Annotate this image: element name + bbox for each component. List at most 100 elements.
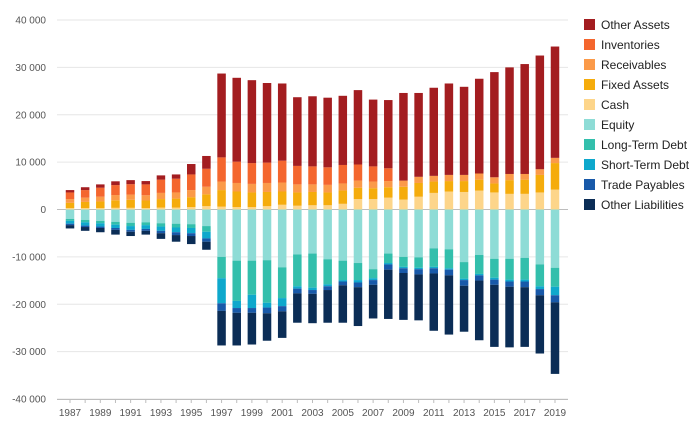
bar-other-assets — [429, 87, 438, 176]
bar-short-term-debt — [156, 226, 166, 231]
bar-other-assets — [80, 187, 90, 191]
bar-long-term-debt — [399, 256, 408, 267]
bar-receivables — [187, 190, 196, 198]
bar-fixed-assets — [187, 197, 196, 208]
bar-trade-payables — [429, 268, 438, 274]
bar-cash — [247, 207, 257, 210]
bar-trade-payables — [308, 290, 317, 294]
bar-other-liabilities — [247, 312, 257, 345]
y-tick-label: -20 000 — [12, 300, 46, 311]
bar-long-term-debt — [232, 260, 241, 301]
bar-cash — [490, 192, 499, 210]
bar-receivables — [399, 180, 408, 187]
bar-short-term-debt — [429, 266, 438, 269]
bar-fixed-assets — [293, 192, 302, 206]
bar-trade-payables — [368, 280, 378, 285]
x-tick-label: 1991 — [120, 408, 143, 419]
x-tick-label: 1987 — [59, 408, 82, 419]
bar-other-assets — [368, 99, 378, 167]
bar-other-liabilities — [353, 287, 363, 327]
bar-other-liabilities — [277, 311, 287, 338]
bar-equity — [187, 209, 196, 225]
bar-long-term-debt — [353, 263, 363, 281]
bar-trade-payables — [550, 295, 560, 303]
bar-other-assets — [141, 181, 151, 185]
bar-trade-payables — [217, 303, 226, 311]
bar-cash — [293, 205, 302, 210]
bar-other-liabilities — [384, 269, 393, 319]
bar-inventories — [111, 185, 120, 196]
bar-equity — [65, 209, 75, 219]
bar-other-assets — [171, 174, 181, 179]
bar-short-term-debt — [368, 278, 378, 281]
bar-trade-payables — [156, 230, 166, 234]
bar-inventories — [126, 184, 135, 195]
bar-long-term-debt — [247, 260, 257, 295]
bar-cash — [384, 197, 393, 210]
bar-trade-payables — [459, 280, 469, 286]
bar-trade-payables — [96, 226, 105, 228]
bar-other-assets — [262, 83, 272, 163]
bar-other-assets — [444, 83, 454, 175]
bar-other-liabilities — [80, 227, 90, 231]
bar-trade-payables — [126, 229, 135, 232]
x-tick-label: 2005 — [332, 408, 355, 419]
bar-short-term-debt — [232, 300, 241, 309]
bar-trade-payables — [80, 225, 90, 228]
bar-other-assets — [111, 181, 120, 186]
x-tick-label: 2011 — [423, 408, 445, 419]
bar-fixed-assets — [308, 191, 317, 206]
bar-trade-payables — [111, 227, 120, 230]
bar-short-term-debt — [535, 286, 545, 290]
bar-other-liabilities — [459, 285, 469, 332]
bar-receivables — [217, 181, 226, 191]
bar-other-assets — [459, 86, 469, 175]
bar-cash — [80, 208, 90, 210]
bar-fixed-assets — [353, 187, 363, 200]
legend-swatch-fixed-assets — [584, 79, 595, 90]
bar-equity — [111, 209, 120, 222]
bar-receivables — [65, 199, 75, 203]
bar-long-term-debt — [444, 249, 454, 269]
bar-long-term-debt — [505, 258, 514, 280]
legend-label-fixed-assets: Fixed Assets — [601, 78, 669, 92]
bar-other-assets — [126, 180, 135, 185]
bar-fixed-assets — [444, 181, 454, 192]
bar-equity — [505, 209, 514, 259]
legend-swatch-short-term-debt — [584, 159, 595, 170]
bar-receivables — [429, 175, 438, 182]
bar-trade-payables — [187, 233, 196, 237]
bar-other-liabilities — [323, 290, 332, 323]
bar-receivables — [277, 182, 287, 192]
bars — [65, 46, 560, 374]
x-tick-label: 1993 — [150, 408, 173, 419]
bar-other-assets — [308, 96, 317, 167]
bar-cash — [520, 193, 529, 210]
legend-label-receivables: Receivables — [601, 58, 666, 72]
bar-other-liabilities — [232, 312, 241, 346]
bar-long-term-debt — [293, 254, 302, 287]
bar-other-liabilities — [141, 230, 151, 235]
bar-fixed-assets — [262, 191, 272, 207]
bar-equity — [459, 209, 469, 263]
bar-trade-payables — [247, 308, 257, 313]
bar-other-assets — [535, 55, 545, 170]
bar-receivables — [126, 194, 135, 200]
y-axis-tick-labels: 40 000 30 000 20 000 10 000 0 -10 000 -20 000 -… — [12, 16, 46, 406]
bar-trade-payables — [490, 279, 499, 285]
bar-receivables — [141, 195, 151, 201]
bar-inventories — [80, 190, 90, 198]
bar-short-term-debt — [474, 273, 484, 276]
bar-fixed-assets — [429, 181, 438, 193]
bar-trade-payables — [520, 281, 529, 288]
bar-trade-payables — [277, 306, 287, 312]
bar-fixed-assets — [141, 200, 151, 209]
legend-swatch-cash — [584, 99, 595, 110]
bar-cash — [141, 208, 151, 210]
bar-cash — [414, 196, 423, 210]
legend-label-short-term-debt: Short-Term Debt — [601, 158, 690, 172]
legend-swatch-other-assets — [584, 19, 595, 30]
bar-fixed-assets — [247, 192, 257, 208]
bar-fixed-assets — [156, 199, 166, 208]
bar-cash — [368, 199, 378, 210]
